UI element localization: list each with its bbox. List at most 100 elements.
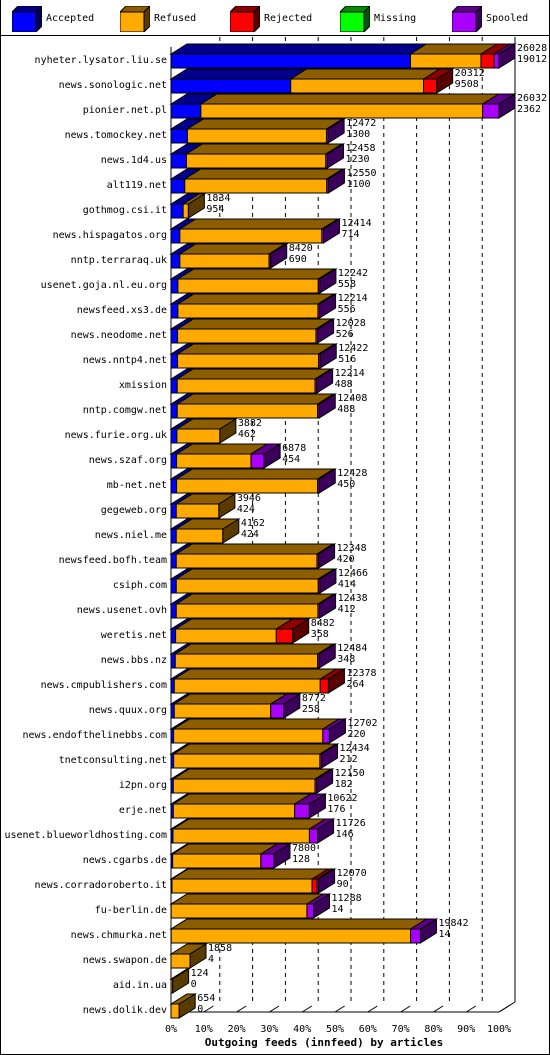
bar-segment-accepted [170, 203, 184, 219]
bar-segment-accepted [170, 403, 178, 419]
bar-segment-side [189, 943, 207, 969]
bar-segment-rejected [423, 78, 438, 94]
bar-segment-refused [175, 553, 318, 569]
x-tick-label: 50% [326, 1024, 344, 1035]
bar-segment-side [419, 918, 437, 944]
value-label-total: 8482 [311, 618, 335, 629]
bar-segment-top [173, 618, 295, 630]
bar-segment-refused [185, 153, 327, 169]
x-tick-label: 30% [260, 1024, 278, 1035]
bar-segment-side [313, 893, 331, 919]
value-label-total: 12458 [345, 143, 375, 154]
value-label-total: 12472 [346, 118, 376, 129]
bar-segment-side [318, 468, 336, 494]
bar-segment-refused [171, 878, 313, 894]
bar-segment-side [172, 968, 190, 994]
legend-label: Rejected [264, 13, 313, 24]
bar-segment-accepted [170, 653, 176, 669]
bar-segment-side [318, 868, 336, 894]
category-label: news.szaf.org [89, 455, 167, 466]
bar-segment-spooled [294, 803, 310, 819]
legend-swatch-front [120, 11, 145, 32]
bar-segment-refused [172, 828, 310, 844]
legend-swatch-front [230, 11, 255, 32]
bar-segment-top [178, 243, 287, 255]
bar-segment-top [169, 68, 309, 80]
value-label-accepted: 1300 [346, 129, 370, 140]
bar-segment-refused [184, 178, 328, 194]
bar-segment-side [283, 693, 301, 719]
bar-segment-top [169, 43, 429, 55]
bar-segment-side [319, 568, 337, 594]
bar-segment-rejected [275, 628, 294, 644]
category-label: news.sonologic.net [59, 80, 167, 91]
bar-segment-top [174, 568, 337, 580]
bar-segment-top [184, 143, 344, 155]
bar-segment-accepted [170, 253, 181, 269]
category-label: news.tomockey.net [65, 130, 167, 141]
value-label-total: 4162 [241, 518, 265, 529]
bar-segment-rejected [311, 878, 318, 894]
value-label-accepted: 14 [332, 904, 344, 915]
bar-segment-refused [172, 853, 262, 869]
bar-segment-accepted [170, 428, 178, 444]
bar-segment-side [263, 443, 281, 469]
bar-segment-top [288, 68, 442, 80]
value-label-accepted: 690 [289, 254, 307, 265]
x-tick-mark [301, 1005, 313, 1013]
value-label-accepted: 412 [338, 604, 356, 615]
value-label-total: 12242 [338, 268, 368, 279]
category-label: tnetconsulting.net [59, 755, 167, 766]
legend-swatch [230, 6, 260, 32]
category-label: news.neodome.net [71, 330, 167, 341]
value-label-total: 654 [197, 993, 215, 1004]
bar-segment-top [178, 218, 340, 230]
bar-segment-top [175, 368, 333, 380]
bar-segment-side [328, 718, 346, 744]
legend-label: Spooled [486, 13, 529, 24]
value-label-total: 12378 [346, 668, 376, 679]
value-label-total: 3946 [237, 493, 261, 504]
bar-segment-top [199, 93, 501, 105]
value-label-accepted: 488 [337, 404, 355, 415]
x-tick-mark [433, 1005, 444, 1013]
bar-segment-refused [409, 53, 482, 69]
bar-segment-refused [200, 103, 484, 119]
bar-segment-refused [179, 228, 323, 244]
value-label-accepted: 9508 [455, 79, 479, 90]
bar-segment-refused [170, 953, 191, 969]
value-label-total: 12434 [340, 743, 370, 754]
value-label-accepted: 516 [338, 354, 356, 365]
bar-segment-spooled [482, 103, 500, 119]
bar-segment-accepted [170, 278, 179, 294]
x-tick-label: 20% [228, 1024, 246, 1035]
bar-segment-side [178, 993, 196, 1019]
legend-swatch [12, 6, 42, 32]
value-label-total: 12466 [338, 568, 368, 579]
bar-segment-top [185, 118, 345, 130]
value-label-accepted: 14 [438, 929, 450, 940]
bar-segment-refused [176, 378, 316, 394]
value-label-total: 11726 [336, 818, 366, 829]
value-label-accepted: 420 [337, 554, 355, 565]
category-label: news.niel.me [95, 530, 167, 541]
bar-segment-accepted [170, 553, 177, 569]
bar-segment-spooled [322, 728, 330, 744]
value-label-accepted: 90 [337, 879, 349, 890]
bar-segment-rejected [319, 678, 329, 694]
value-label-accepted: 212 [340, 754, 358, 765]
bar-segment-accepted [170, 153, 187, 169]
category-label: nyheter.lysator.liu.se [35, 55, 167, 66]
bar-segment-side [292, 618, 310, 644]
bar-segment-refused [186, 128, 327, 144]
bar-segment-accepted [170, 628, 177, 644]
bar-segment-top [170, 843, 279, 855]
bar-segment-side [318, 543, 336, 569]
bar-segment-top [176, 293, 336, 305]
bar-segment-refused [176, 453, 252, 469]
value-label-accepted: 146 [336, 829, 354, 840]
category-label: gothmog.csi.it [83, 205, 167, 216]
category-label: mb-net.net [107, 480, 167, 491]
bar-segment-refused [290, 78, 425, 94]
